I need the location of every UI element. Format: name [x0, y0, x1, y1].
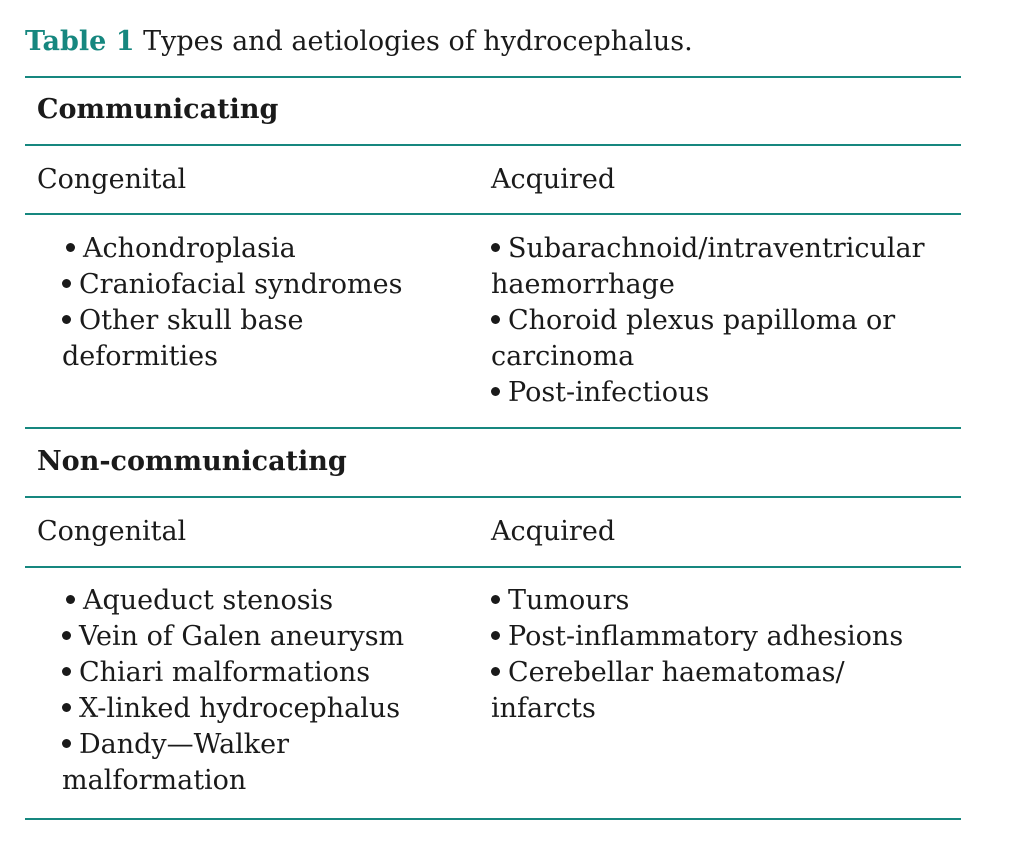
list-item: Chiari malformations [62, 655, 404, 691]
list-item: Craniofacial syndromes [62, 267, 403, 303]
list-item: Post-infectious [491, 375, 924, 411]
column-header-congenital: Congenital [37, 164, 187, 195]
list-item-text: malformation [62, 765, 247, 796]
list-item: Subarachnoid/intraventricular haemorrhage [491, 231, 924, 303]
list-item: Vein of Galen aneurysm [62, 619, 404, 655]
bullet-icon [491, 631, 500, 640]
list-item-text: infarcts [491, 693, 596, 724]
bullet-icon [491, 667, 500, 676]
list-item: Choroid plexus papilloma or carcinoma [491, 303, 924, 375]
list-item-text: Aqueduct stenosis [83, 585, 334, 616]
table-number: Table 1 [25, 26, 135, 57]
congenital-causes-list: Aqueduct stenosis Vein of Galen aneurysm C… [62, 583, 404, 799]
list-item: Tumours [491, 583, 903, 619]
list-item-text: Post-infectious [508, 377, 710, 408]
list-item-text: carcinoma [491, 341, 635, 372]
column-header-acquired: Acquired [491, 164, 616, 195]
bullet-icon [491, 595, 500, 604]
section-heading-communicating: Communicating [37, 94, 279, 125]
list-item-text: Other skull base [79, 305, 304, 336]
table-top-rule [25, 76, 961, 78]
bullet-icon [62, 739, 71, 748]
list-item: Post-inflammatory adhesions [491, 619, 903, 655]
divider-rule [25, 144, 961, 146]
column-header-acquired: Acquired [491, 516, 616, 547]
bullet-icon [62, 631, 71, 640]
congenital-causes-list: Achondroplasia Craniofacial syndromes Othe… [62, 231, 403, 375]
table-caption: Table 1 Types and aetiologies of hydroce… [25, 22, 693, 62]
list-item-text: Craniofacial syndromes [79, 269, 403, 300]
list-item: X-linked hydrocephalus [62, 691, 404, 727]
section-heading-non-communicating: Non-communicating [37, 446, 347, 477]
table-bottom-rule [25, 818, 961, 820]
list-item-text: Tumours [508, 585, 630, 616]
bullet-icon [491, 243, 500, 252]
list-item: Achondroplasia [62, 231, 403, 267]
bullet-icon [62, 315, 71, 324]
list-item-text: Chiari malformations [79, 657, 371, 688]
list-item-text: Choroid plexus papilloma or [508, 305, 896, 336]
acquired-causes-list: Tumours Post-inflammatory adhesions Cerebe… [491, 583, 903, 727]
bullet-icon [62, 703, 71, 712]
list-item-text: haemorrhage [491, 269, 675, 300]
list-item-text: Cerebellar haematomas/ [508, 657, 845, 688]
divider-rule [25, 213, 961, 215]
list-item-text: X-linked hydrocephalus [79, 693, 401, 724]
list-item-text: Achondroplasia [83, 233, 296, 264]
bullet-icon [491, 387, 500, 396]
bullet-icon [491, 315, 500, 324]
bullet-icon [66, 595, 75, 604]
list-item-text: Vein of Galen aneurysm [79, 621, 405, 652]
acquired-causes-list: Subarachnoid/intraventricular haemorrhage… [491, 231, 924, 411]
divider-rule [25, 427, 961, 429]
bullet-icon [62, 279, 71, 288]
divider-rule [25, 566, 961, 568]
list-item: Cerebellar haematomas/infarcts [491, 655, 903, 727]
bullet-icon [66, 243, 75, 252]
list-item-text: Subarachnoid/intraventricular [508, 233, 925, 264]
list-item: Aqueduct stenosis [62, 583, 404, 619]
divider-rule [25, 496, 961, 498]
list-item: Other skull base deformities [62, 303, 403, 375]
list-item: Dandy—Walker malformation [62, 727, 404, 799]
list-item-text: deformities [62, 341, 218, 372]
list-item-text: Dandy—Walker [79, 729, 290, 760]
table-title: Types and aetiologies of hydrocephalus. [143, 26, 693, 57]
bullet-icon [62, 667, 71, 676]
column-header-congenital: Congenital [37, 516, 187, 547]
list-item-text: Post-inflammatory adhesions [508, 621, 904, 652]
